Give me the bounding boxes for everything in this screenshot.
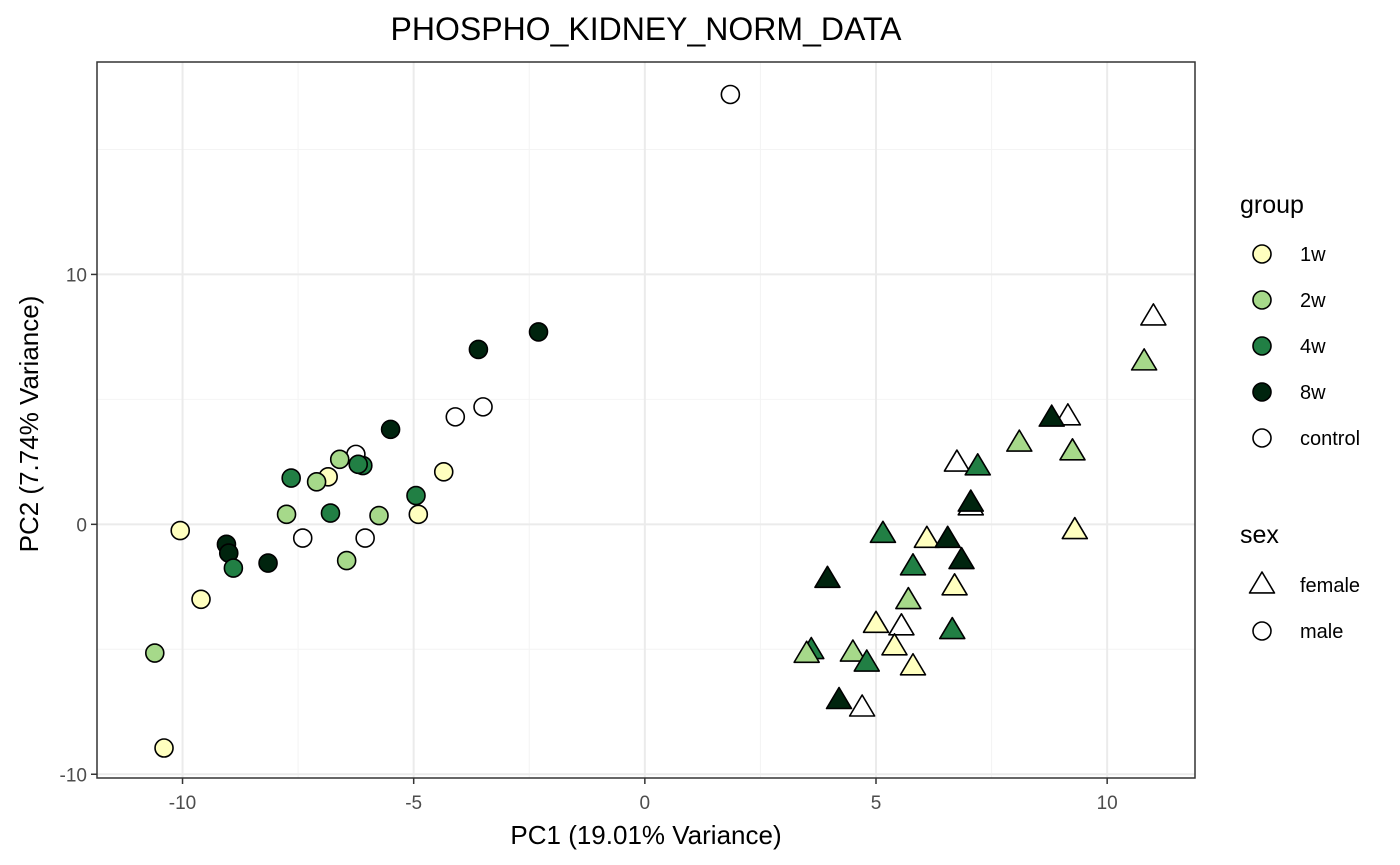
legend-key-1w (1252, 244, 1272, 264)
point-4w-female (869, 520, 897, 544)
point-1w-female (1061, 516, 1089, 540)
point-2w-male (336, 550, 357, 571)
point-1w-male (170, 520, 191, 541)
point-2w-female (1006, 429, 1033, 452)
point-4w-female (964, 453, 992, 476)
point-8w-female (825, 686, 853, 710)
x-axis: -10 -5 0 5 10 (169, 778, 1118, 814)
point-4w-female (899, 553, 927, 576)
legend-label-male: male (1300, 621, 1343, 643)
y-axis: -10 0 10 (60, 265, 97, 786)
legend-key-control (1252, 428, 1272, 448)
x-tick-label: -5 (405, 793, 422, 814)
point-control-female (1054, 403, 1082, 426)
point-1w-male (433, 462, 454, 482)
point-1w-female (899, 652, 927, 676)
x-axis-title: PC1 (19.01% Variance) (510, 820, 781, 850)
point-2w-female (1059, 438, 1086, 461)
point-8w-male (468, 339, 489, 360)
legend-key-male (1252, 621, 1272, 641)
point-2w-female (839, 639, 867, 662)
point-2w-male (329, 449, 350, 470)
point-1w-female (862, 610, 890, 634)
point-1w-female (941, 572, 968, 596)
panel-background (97, 62, 1195, 778)
point-1w-female (881, 632, 908, 656)
data-points (144, 84, 1167, 758)
legend-group-title: group (1240, 191, 1304, 219)
point-4w-female (938, 616, 966, 640)
legend-key-8w (1252, 382, 1272, 402)
legend-label-8w: 8w (1300, 382, 1326, 404)
grid-lines (97, 62, 1195, 778)
point-8w-male (380, 419, 401, 440)
y-axis-title: PC2 (7.74% Variance) (14, 296, 44, 553)
legend-label-female: female (1300, 575, 1360, 597)
y-tick-label: 0 (76, 515, 87, 536)
legend-key-female (1248, 571, 1276, 594)
chart-title: PHOSPHO_KIDNEY_NORM_DATA (391, 11, 903, 47)
point-4w-male (320, 503, 341, 523)
point-control-male (720, 84, 741, 105)
point-2w-female (1130, 348, 1158, 371)
legend-label-4w: 4w (1300, 336, 1326, 358)
point-4w-male (348, 454, 369, 475)
legend-sex-title: sex (1240, 521, 1279, 549)
point-8w-female (934, 525, 961, 549)
point-2w-male (144, 643, 165, 663)
point-control-female (1140, 303, 1167, 326)
point-2w-male (276, 504, 297, 525)
y-tick-label: 10 (66, 265, 87, 286)
point-2w-male (369, 505, 389, 526)
x-tick-label: -10 (169, 793, 196, 814)
point-control-male (473, 397, 493, 417)
point-control-female (888, 612, 915, 636)
point-8w-female (1038, 404, 1065, 427)
point-1w-male (191, 589, 211, 610)
panel-border (96, 61, 1196, 779)
point-control-male (445, 407, 466, 427)
legend-label-control: control (1300, 428, 1360, 450)
point-8w-female (814, 565, 841, 589)
plot-panel (96, 61, 1196, 779)
point-8w-female (948, 546, 975, 570)
legend-group: group 1w 2w 4w 8w control (1240, 191, 1360, 450)
point-4w-male (281, 468, 301, 488)
legend-label-1w: 1w (1300, 244, 1326, 266)
point-1w-male (408, 504, 429, 525)
point-4w-female (853, 649, 881, 672)
legend-key-2w (1252, 290, 1272, 310)
point-4w-male (223, 558, 244, 578)
legend-label-2w: 2w (1300, 290, 1326, 312)
point-control-male (355, 528, 375, 548)
point-2w-female (793, 640, 820, 664)
point-1w-female (913, 525, 941, 549)
x-tick-label: 0 (640, 793, 651, 814)
x-tick-label: 5 (871, 793, 882, 814)
point-4w-male (406, 485, 426, 506)
point-8w-female (957, 489, 985, 512)
point-control-female (943, 449, 971, 472)
point-8w-male (258, 553, 278, 573)
point-1w-male (154, 738, 174, 758)
legend-sex: sex female male (1240, 521, 1360, 643)
x-tick-label: 10 (1097, 793, 1118, 814)
point-control-male (292, 528, 313, 548)
point-control-female (848, 694, 876, 717)
point-2w-male (306, 472, 327, 492)
legend-key-4w (1252, 336, 1272, 356)
point-8w-male (528, 322, 549, 342)
point-2w-female (895, 586, 922, 610)
y-tick-label: -10 (60, 765, 87, 786)
